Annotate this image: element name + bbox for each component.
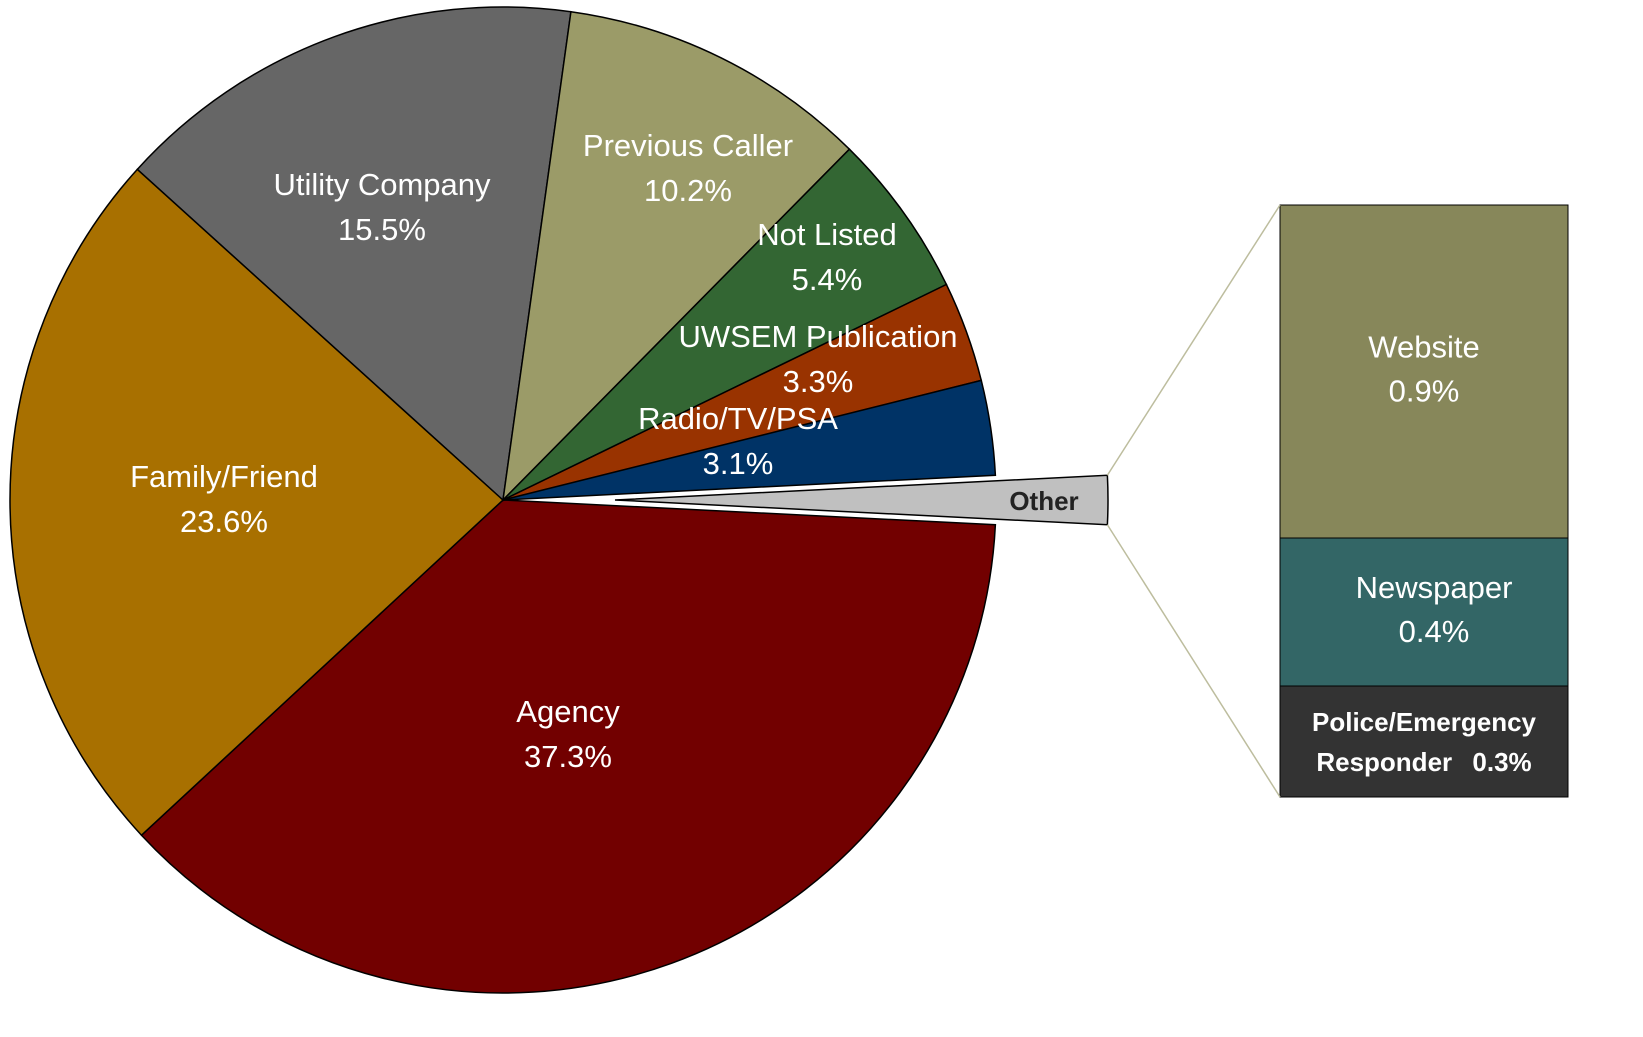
breakdown-label: Newspaper — [1356, 570, 1513, 605]
slice-label: Agency — [516, 694, 620, 729]
pie-slice — [9, 168, 505, 837]
pie-slice — [140, 499, 997, 994]
connector — [1106, 524, 1281, 798]
slice-value: 23.6% — [180, 504, 268, 539]
breakdown-bar — [1279, 537, 1569, 687]
slice-label: Radio/TV/PSA — [638, 401, 838, 436]
slice-value: 3.1% — [703, 446, 774, 481]
slice-label: Family/Friend — [130, 459, 318, 494]
breakdown-label: Police/Emergency Responder 0.3% — [1280, 702, 1568, 782]
slice-label: Utility Company — [273, 167, 491, 202]
slice-value: 10.2% — [644, 173, 732, 208]
slice-label: UWSEM Publication — [678, 319, 957, 354]
breakdown-bar — [1279, 204, 1569, 539]
slice-value: 5.4% — [792, 262, 863, 297]
pie-slice — [501, 10, 851, 503]
pie-slice — [614, 474, 1109, 526]
breakdown-bar — [1279, 685, 1569, 798]
breakdown-label: Website — [1368, 330, 1479, 365]
breakdown-value: 0.9% — [1389, 374, 1460, 409]
pie-slice — [502, 379, 997, 501]
breakdown-name: Police/Emergency Responder — [1312, 706, 1536, 777]
slice-value: 37.3% — [524, 739, 612, 774]
slice-value: 15.5% — [338, 212, 426, 247]
connector — [1106, 204, 1281, 476]
slice-value: 3.3% — [783, 364, 854, 399]
slice-label: Other — [1009, 486, 1078, 516]
slice-label: Previous Caller — [583, 128, 793, 163]
breakdown-value: 0.3% — [1472, 746, 1532, 777]
breakdown-value: 0.4% — [1399, 614, 1470, 649]
pie-slice — [136, 6, 572, 502]
slice-label: Not Listed — [757, 217, 897, 252]
pie-slice — [502, 148, 948, 501]
